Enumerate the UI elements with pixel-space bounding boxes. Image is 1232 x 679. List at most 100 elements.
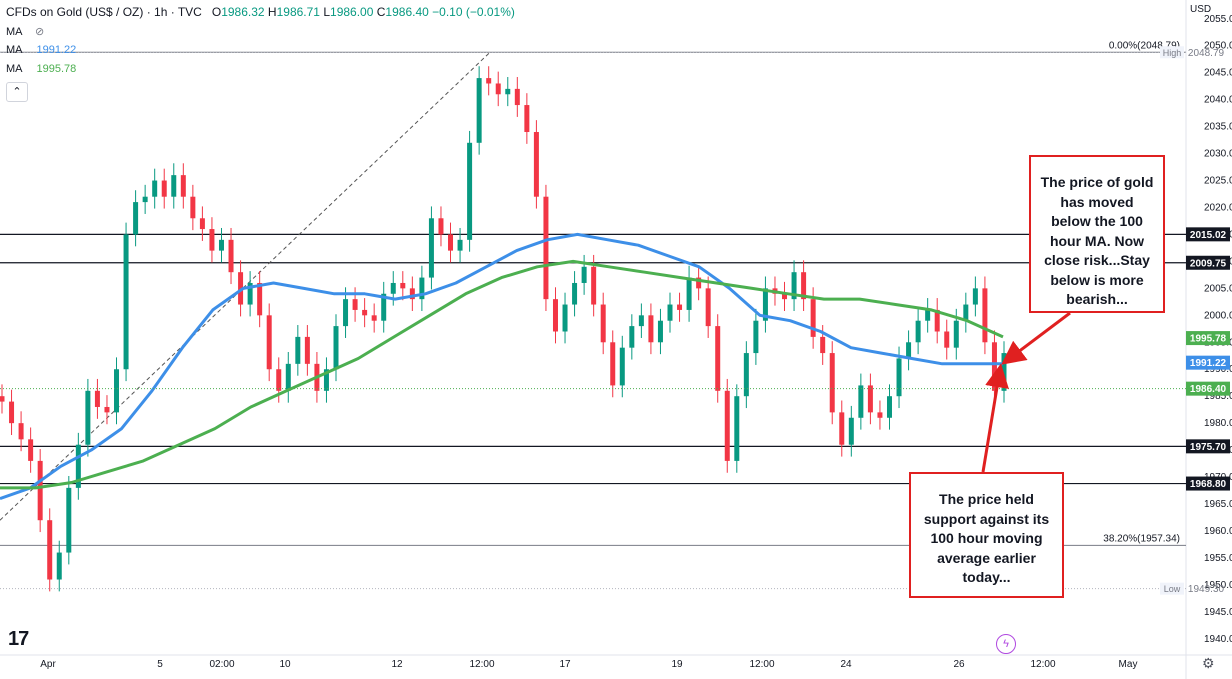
x-tick-label: 24 — [840, 659, 852, 670]
candle-body — [657, 320, 663, 343]
candle-body — [562, 304, 568, 332]
candle-body — [791, 272, 797, 300]
candle-body — [467, 142, 473, 240]
candle-body — [362, 309, 368, 316]
close-value: 1986.40 — [385, 5, 429, 19]
candle-body — [18, 423, 24, 440]
candle-body — [810, 299, 816, 337]
x-tick-label: 12:00 — [749, 659, 774, 670]
x-tick-label: 12:00 — [1030, 659, 1055, 670]
ma-200-value: 1995.78 — [36, 63, 77, 75]
candle-body — [925, 309, 931, 321]
lightning-icon[interactable]: ϟ — [996, 634, 1016, 654]
change-value: −0.10 (−0.01%) — [432, 5, 515, 19]
ma-legend-200[interactable]: MA 1995.78 — [6, 63, 76, 75]
symbol-title[interactable]: CFDs on Gold (US$ / OZ) · 1h · TVC — [6, 5, 202, 19]
ma-legend-hidden[interactable]: MA ⊘ — [6, 25, 44, 38]
candle-body — [896, 358, 902, 397]
y-tick-label: 2055.00 — [1204, 14, 1232, 25]
candle-body — [333, 326, 339, 370]
annotation-arrow-lower — [981, 363, 1009, 473]
y-tick-label: 1940.00 — [1204, 634, 1232, 645]
candle-body — [820, 336, 826, 354]
candle-body — [56, 552, 62, 580]
candle-body — [352, 299, 358, 310]
chevron-up-icon[interactable]: ⌃ — [6, 82, 28, 102]
x-tick-label: 10 — [279, 659, 291, 670]
candle-body — [915, 320, 921, 343]
candle-body — [648, 315, 654, 343]
candle-body — [829, 353, 835, 413]
level-tag-label: 1968.80 — [1190, 479, 1227, 490]
y-tick-label: 2045.00 — [1204, 68, 1232, 79]
candle-body — [543, 196, 549, 300]
candle-body — [686, 277, 692, 310]
price-tag — [1186, 381, 1230, 396]
eye-off-icon[interactable]: ⊘ — [34, 26, 45, 38]
candle-body — [448, 234, 454, 251]
candle-body — [276, 369, 282, 391]
candle-body — [75, 444, 81, 488]
ma-200-line — [0, 259, 1004, 490]
y-tick-label: 2030.00 — [1204, 149, 1232, 160]
y-tick-label: 2025.00 — [1204, 176, 1232, 187]
candle-body — [371, 315, 377, 321]
candle-body — [104, 406, 110, 413]
high-label: H — [267, 5, 277, 19]
fib-label: 0.00%(2048.79) — [1109, 40, 1180, 51]
candle-body — [323, 369, 329, 391]
candle-body — [209, 229, 215, 251]
ma-100-value: 1991.22 — [36, 44, 77, 56]
ma-legend-100[interactable]: MA 1991.22 — [6, 44, 76, 56]
candle-body — [9, 401, 15, 424]
x-tick-label: 12 — [391, 659, 403, 670]
candle-body — [944, 331, 950, 348]
y-tick-label: 2050.00 — [1204, 41, 1232, 52]
candle-body — [161, 180, 167, 197]
candle-body — [85, 390, 91, 445]
low-label: L — [323, 5, 331, 19]
annotation-arrow-upper — [1001, 311, 1071, 365]
level-tag — [1186, 255, 1230, 270]
y-tick-label: 1950.00 — [1204, 580, 1232, 591]
y-tick-label: 1965.00 — [1204, 499, 1232, 510]
chart-header: CFDs on Gold (US$ / OZ) · 1h · TVC O1986… — [6, 5, 515, 19]
candle-body — [505, 88, 511, 95]
y-tick-label: 2020.00 — [1204, 202, 1232, 213]
ma-label: MA — [6, 26, 22, 38]
fib-label: 38.20%(1957.34) — [1103, 533, 1180, 544]
candle-body — [743, 353, 749, 397]
candle-body — [381, 293, 387, 321]
x-tick-label: 26 — [953, 659, 965, 670]
candle-body — [47, 520, 53, 580]
candle-body — [715, 326, 721, 391]
candle-body — [142, 196, 148, 203]
tradingview-logo[interactable]: 17 — [8, 628, 29, 650]
level-tag-label: 1975.70 — [1190, 442, 1227, 453]
candle-body — [734, 396, 740, 461]
candle-body — [982, 288, 988, 343]
y-tick-label: 1945.00 — [1204, 607, 1232, 618]
currency-label[interactable]: USD — [1190, 4, 1212, 15]
candle-body — [257, 282, 263, 316]
candle-body — [66, 487, 72, 553]
candle-body — [428, 218, 434, 278]
y-tick-label: 2005.00 — [1204, 283, 1232, 294]
candle-body — [343, 299, 349, 327]
y-tick-label: 1960.00 — [1204, 526, 1232, 537]
candle-body — [906, 342, 912, 359]
candle-body — [171, 175, 177, 197]
low-value: 1949.30 — [1188, 584, 1225, 595]
x-tick-label: Apr — [40, 659, 56, 670]
candle-body — [591, 266, 597, 305]
candle-body — [848, 417, 854, 445]
gear-icon[interactable]: ⚙ — [1202, 655, 1215, 671]
candle-body — [524, 105, 530, 133]
low-value: 1986.00 — [330, 5, 374, 19]
candle-body — [1001, 353, 1007, 391]
candle-body — [304, 336, 310, 364]
ma-100-line — [0, 232, 1003, 501]
candle-body — [858, 385, 864, 418]
y-tick-label: 1990.00 — [1204, 364, 1232, 375]
